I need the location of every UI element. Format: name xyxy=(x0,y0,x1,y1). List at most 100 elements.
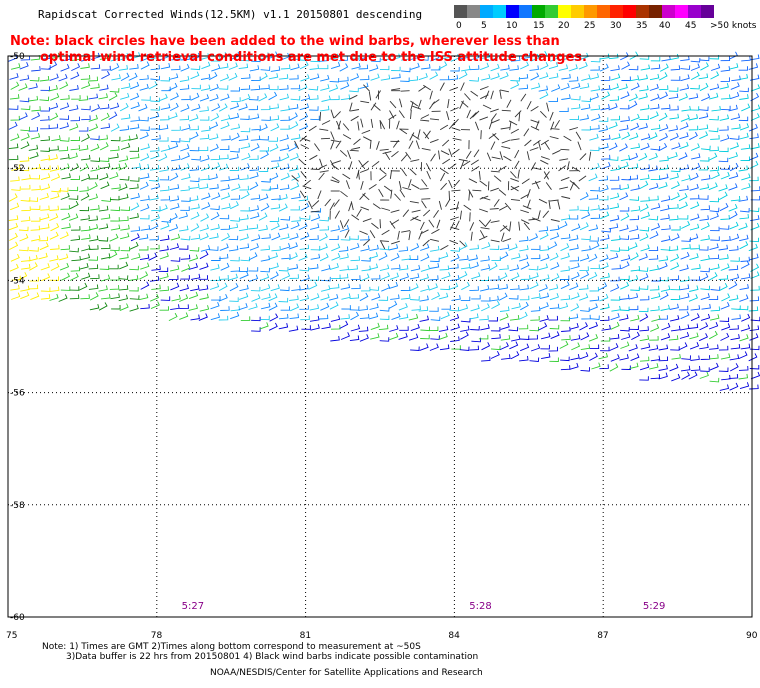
wind-barb xyxy=(688,233,699,241)
wind-barb xyxy=(580,332,590,341)
wind-barb xyxy=(439,124,449,131)
wind-barb xyxy=(160,222,170,230)
wind-barb xyxy=(300,74,310,82)
wind-barb xyxy=(330,315,341,322)
wind-barb xyxy=(30,292,40,301)
wind-barb xyxy=(343,219,350,228)
wind-barb xyxy=(49,286,60,292)
wind-barb xyxy=(68,152,78,160)
wind-barb xyxy=(611,184,621,190)
lon-tick-label: 87 xyxy=(597,631,608,641)
wind-barb xyxy=(380,272,391,280)
wind-barb xyxy=(589,146,600,152)
wind-barb xyxy=(679,331,690,339)
wind-barb xyxy=(370,118,374,128)
wind-barb xyxy=(650,305,660,312)
wind-barb xyxy=(191,84,201,90)
wind-barb xyxy=(439,75,450,81)
wind-barb xyxy=(49,112,59,121)
wind-barb xyxy=(630,205,641,212)
wind-barb xyxy=(330,225,340,232)
wind-barb xyxy=(749,133,759,140)
wind-barb xyxy=(329,263,339,271)
wind-barb xyxy=(251,327,261,332)
wind-barb xyxy=(619,306,630,312)
wind-barb xyxy=(410,62,420,70)
wind-barb xyxy=(280,116,290,121)
wind-barb xyxy=(171,126,181,131)
wind-barb xyxy=(240,115,250,120)
colorbar-label: 25 xyxy=(584,21,596,31)
wind-barb xyxy=(10,284,20,291)
wind-barb xyxy=(400,286,411,292)
wind-barb xyxy=(599,53,610,60)
wind-barb xyxy=(259,322,269,330)
wind-barb xyxy=(600,76,611,81)
colorbar-swatch xyxy=(610,5,623,18)
wind-barb xyxy=(100,181,110,190)
wind-barb xyxy=(89,235,99,242)
wind-barb xyxy=(430,153,436,162)
wind-barb xyxy=(490,275,500,281)
wind-barb xyxy=(610,73,621,81)
wind-barb xyxy=(628,65,639,71)
wind-barb xyxy=(330,61,341,70)
wind-barb xyxy=(138,103,148,112)
wind-barb xyxy=(572,166,581,172)
wind-barb xyxy=(599,254,609,262)
wind-barb xyxy=(700,205,710,211)
wind-barb xyxy=(710,134,720,140)
wind-barb xyxy=(30,174,40,180)
wind-barb xyxy=(699,131,709,140)
wind-barb xyxy=(190,211,200,220)
wind-barb xyxy=(649,73,660,81)
wind-barb xyxy=(458,158,468,162)
wind-barb xyxy=(241,153,251,161)
wind-barb xyxy=(569,181,575,191)
wind-barb xyxy=(519,245,529,252)
wind-barb xyxy=(309,154,318,161)
wind-barb xyxy=(661,104,671,110)
wind-barb xyxy=(690,244,700,250)
wind-barb xyxy=(729,245,739,252)
wind-barb xyxy=(568,313,579,320)
wind-barb xyxy=(210,302,220,310)
wind-barb xyxy=(710,236,720,241)
wind-barb xyxy=(441,139,450,147)
wind-barb xyxy=(718,244,729,251)
wind-barb xyxy=(640,343,651,350)
wind-barb xyxy=(20,285,30,292)
wind-barb xyxy=(121,135,131,142)
colorbar-swatch xyxy=(597,5,610,18)
wind-barb xyxy=(380,120,386,130)
wind-barb xyxy=(530,306,541,312)
wind-barb xyxy=(408,76,419,82)
wind-barb xyxy=(661,195,671,202)
wind-barb xyxy=(490,345,501,351)
wind-barb xyxy=(69,272,79,281)
wind-barb xyxy=(588,271,598,280)
wind-barb xyxy=(229,297,239,302)
wind-barb xyxy=(239,174,249,181)
wind-barb xyxy=(78,144,89,151)
wind-barb xyxy=(680,55,690,62)
wind-barb xyxy=(309,223,320,230)
wind-barb xyxy=(610,165,620,172)
wind-barb xyxy=(130,101,140,110)
wind-barb xyxy=(39,192,49,200)
wind-barb xyxy=(588,151,592,161)
wind-barb xyxy=(350,256,360,262)
wind-barb xyxy=(619,235,630,240)
wind-barb xyxy=(149,177,159,182)
wind-barb xyxy=(709,166,720,172)
wind-barb xyxy=(179,75,190,82)
wind-barb xyxy=(118,183,128,191)
wind-barb xyxy=(451,127,461,131)
wind-barb xyxy=(210,223,220,231)
wind-barb xyxy=(521,178,530,185)
wind-barb xyxy=(658,112,668,122)
wind-barb xyxy=(417,99,422,109)
wind-barb xyxy=(540,253,550,262)
wind-barb xyxy=(419,273,429,281)
wind-barb xyxy=(391,88,401,91)
